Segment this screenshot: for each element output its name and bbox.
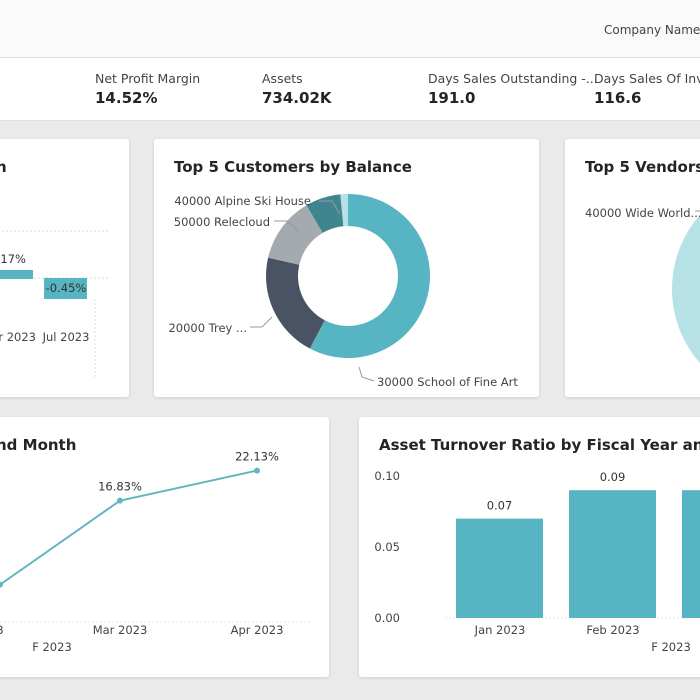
- data-point[interactable]: [0, 581, 3, 588]
- kpi-label: Assets: [262, 71, 303, 86]
- kpi-value: 14.52%: [95, 89, 158, 107]
- top-bar: Company Name: C: [0, 0, 700, 58]
- x-tick-label: 3: [0, 623, 4, 637]
- x-tick-label: Jan 2023: [474, 623, 526, 637]
- data-point[interactable]: [254, 467, 260, 474]
- waterfall-chart: 0.17% -0.45% or 2023 Jul 2023: [0, 230, 108, 377]
- kpi-value: 734.02K: [262, 89, 332, 107]
- slice-label: 30000 School of Fine Art: [377, 375, 518, 389]
- slice-label: 40000 Alpine Ski House: [174, 194, 311, 208]
- x-group-label: F 2023: [32, 640, 72, 654]
- bar-3[interactable]: [682, 490, 700, 618]
- leader-line: [358, 366, 375, 382]
- card-title: Asset Turnover Ratio by Fiscal Year and …: [379, 436, 700, 454]
- kpi-label: Net Profit Margin: [95, 71, 201, 86]
- turnover-bar-chart: 0.10 0.05 0.00 0.07 0.09 Jan 2023 Feb 202…: [374, 469, 700, 654]
- slice-label: 40000 Wide World...: [585, 206, 700, 220]
- turnover-card[interactable]: Asset Turnover Ratio by Fiscal Year and …: [359, 417, 700, 677]
- y-tick-label: 0.00: [374, 611, 400, 625]
- card-title: nd Month: [0, 436, 77, 454]
- waterfall-card[interactable]: n 0.17% -0.45% or 2023 Jul 2023: [0, 139, 129, 397]
- kpi-days-sales-inventory[interactable]: Days Sales Of Inve 116.6: [594, 71, 700, 107]
- kpi-label: Days Sales Of Inve: [594, 71, 700, 86]
- kpi-value: 116.6: [594, 89, 642, 107]
- data-label: -0.45%: [46, 281, 87, 295]
- x-tick-label: Jul 2023: [42, 330, 90, 344]
- slice-label: 50000 Relecloud: [174, 215, 270, 229]
- kpi-assets[interactable]: Assets 734.02K: [262, 71, 332, 107]
- customers-donut-chart: 40000 Alpine Ski House 50000 Relecloud 2…: [168, 194, 518, 389]
- vendor-slice[interactable]: [672, 177, 700, 397]
- y-tick-label: 0.05: [374, 540, 400, 554]
- leader-line: [250, 316, 273, 328]
- data-label: 0.17%: [0, 252, 26, 266]
- kpi-net-profit-margin[interactable]: Net Profit Margin 14.52%: [95, 71, 200, 107]
- kpi-value: 191.0: [428, 89, 476, 107]
- y-tick-label: 0.10: [374, 469, 400, 483]
- donut-slice-4[interactable]: [309, 194, 430, 358]
- customers-card[interactable]: Top 5 Customers by Balance 40000 Alpine …: [154, 139, 539, 397]
- kpi-label: Days Sales Outstanding -...: [428, 71, 598, 86]
- vendors-donut-chart: 40000 Wide World...: [585, 177, 700, 397]
- data-label: 16.83%: [98, 480, 142, 494]
- data-label: 0.09: [600, 470, 626, 484]
- x-group-label: F 2023: [651, 640, 691, 654]
- data-label: 22.13%: [235, 450, 279, 464]
- waterfall-bar-2[interactable]: [44, 278, 87, 299]
- leader-line: [319, 200, 341, 215]
- card-title: n: [0, 158, 7, 176]
- line-card[interactable]: nd Month 16.83% 22.13% 3 Mar 2023 Apr 202…: [0, 417, 329, 677]
- kpi-days-sales-outstanding[interactable]: Days Sales Outstanding -... 191.0: [428, 71, 598, 107]
- bar-2[interactable]: [569, 490, 656, 618]
- line-chart: 16.83% 22.13% 3 Mar 2023 Apr 2023 F 2023: [0, 450, 310, 654]
- slice-label: 20000 Trey ...: [168, 321, 247, 335]
- data-point[interactable]: [117, 497, 123, 504]
- kpi-strip: Net Profit Margin 14.52% Assets 734.02K …: [0, 58, 700, 121]
- card-title: Top 5 Customers by Balance: [174, 158, 412, 176]
- card-title: Top 5 Vendors b: [585, 158, 700, 176]
- x-tick-label: or 2023: [0, 330, 36, 344]
- donut-slice-5[interactable]: [340, 194, 348, 227]
- company-name: Company Name: C: [604, 23, 700, 37]
- leader-line: [274, 220, 299, 232]
- waterfall-bar-1[interactable]: [0, 270, 33, 279]
- x-tick-label: Feb 2023: [586, 623, 639, 637]
- bar-1[interactable]: [456, 518, 543, 618]
- data-label: 0.07: [487, 499, 513, 513]
- donut-slice-3[interactable]: [266, 257, 325, 349]
- x-tick-label: Apr 2023: [231, 623, 284, 637]
- x-tick-label: Mar 2023: [93, 623, 148, 637]
- donut-slice-2[interactable]: [268, 205, 323, 265]
- leader-line: [695, 210, 700, 212]
- vendors-card[interactable]: Top 5 Vendors b 40000 Wide World...: [565, 139, 700, 397]
